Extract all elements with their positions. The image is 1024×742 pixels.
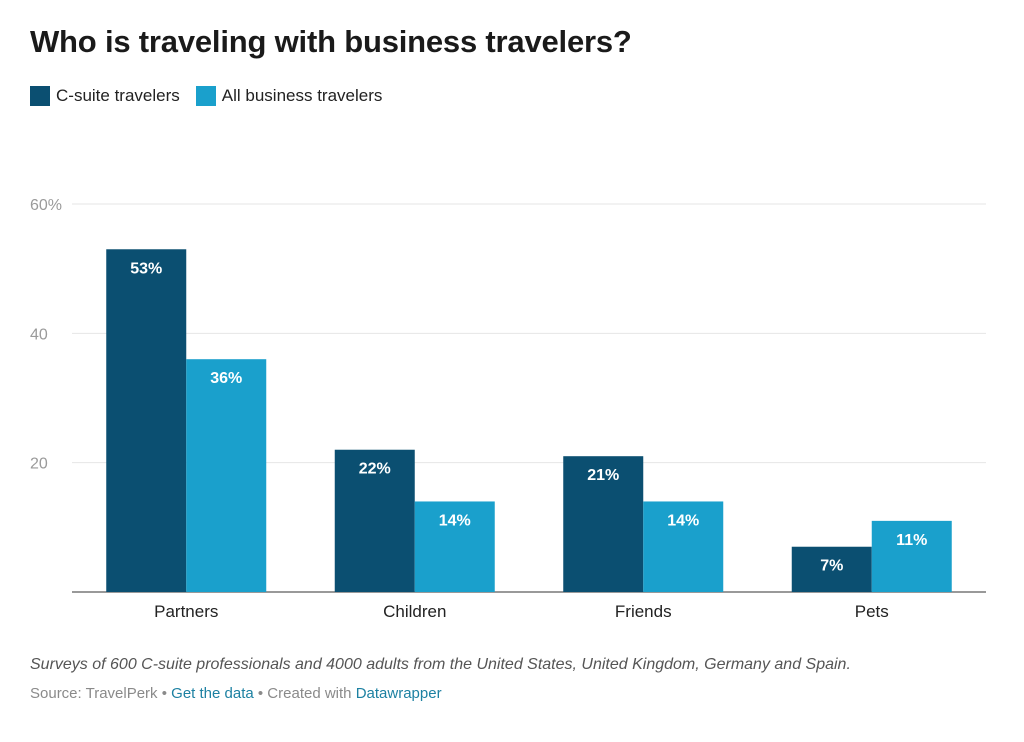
footer-separator: • (157, 685, 172, 702)
legend-swatch-all-business (195, 86, 216, 106)
bar (871, 520, 952, 592)
y-tick-label: 40 (30, 326, 48, 343)
bar-value-label: 53% (130, 260, 162, 277)
x-category-label: Friends (615, 602, 672, 621)
bar (643, 501, 724, 592)
chart-notes: Surveys of 600 C-suite professionals and… (30, 656, 851, 673)
x-category-label: Children (383, 602, 446, 621)
datawrapper-link[interactable]: Datawrapper (355, 685, 442, 702)
bar-value-label: 22% (359, 461, 391, 478)
bar-value-label: 14% (439, 512, 471, 529)
bar (791, 546, 872, 592)
legend-swatch-c-suite (30, 86, 50, 106)
bar-value-label: 21% (587, 467, 619, 484)
legend: C-suite travelers All business travelers (30, 86, 382, 106)
get-the-data-link[interactable]: Get the data (171, 685, 254, 702)
bar-value-label: 36% (210, 370, 242, 387)
y-tick-label: 60% (30, 197, 62, 214)
bar-value-label: 14% (667, 512, 699, 529)
x-category-label: Pets (855, 602, 889, 621)
bar (563, 456, 644, 592)
source-text: Source: TravelPerk (30, 685, 158, 702)
created-with-text: • Created with (253, 685, 356, 702)
bar (334, 449, 415, 592)
legend-label-c-suite: C-suite travelers (56, 86, 180, 105)
bar-value-label: 11% (896, 532, 927, 549)
bar (414, 501, 495, 592)
bar-chart: 20 40 60% 53% 36% Partners 22% 14% Children 21% 14… (30, 197, 986, 621)
legend-item-all-business: All business travelers (195, 86, 383, 106)
bar (186, 359, 267, 592)
legend-label-all-business: All business travelers (221, 86, 383, 105)
chart-title: Who is traveling with business travelers… (30, 24, 632, 59)
x-category-label: Partners (154, 602, 218, 621)
y-tick-label: 20 (30, 456, 48, 473)
chart-footer: Source: TravelPerk • Get the data • Crea… (30, 685, 442, 702)
legend-item-c-suite: C-suite travelers (30, 86, 180, 106)
bar (106, 249, 187, 592)
bar-value-label: 7% (820, 558, 843, 575)
